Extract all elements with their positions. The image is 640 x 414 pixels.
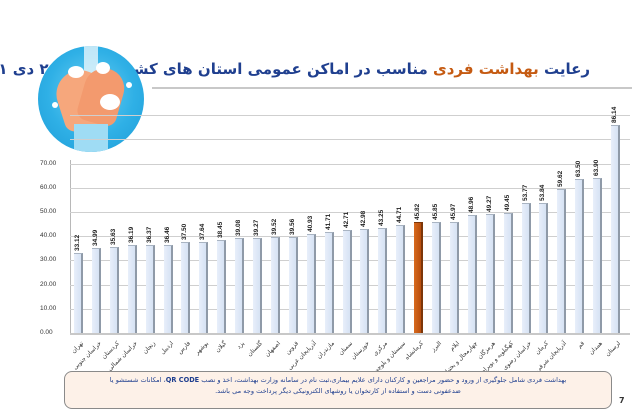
- bar-value-label: 63.90: [593, 160, 601, 177]
- bar-value-label: 45.82: [414, 203, 422, 221]
- bar: [109, 246, 119, 333]
- y-tick-label: 40.00: [40, 232, 57, 240]
- y-tick-label: 50.00: [40, 208, 57, 215]
- bar-value-label: 39.08: [235, 220, 243, 237]
- bar: [521, 202, 531, 333]
- bar-value-label: 63.50: [575, 161, 583, 178]
- bar: [360, 228, 370, 333]
- bar-value-label: 49.45: [503, 195, 511, 212]
- footnote-box: بهداشت فردی شامل جلوگیری از ورود و حضور …: [64, 371, 612, 409]
- bar-value-label: 37.64: [199, 223, 207, 240]
- bar-value-label: 36.46: [163, 226, 171, 243]
- bar: [503, 213, 513, 333]
- bar: [611, 124, 620, 333]
- bar: [449, 221, 459, 333]
- y-tick-label: 0.00: [40, 329, 53, 336]
- bar: [181, 242, 191, 333]
- footnote-line-2: ضدعفونی دست و استفاده از کارتخوان یا روش…: [215, 387, 461, 395]
- bar: [253, 237, 262, 333]
- bar: [145, 244, 155, 333]
- bar: [324, 232, 334, 333]
- bar: [306, 233, 316, 333]
- bar: [74, 252, 83, 333]
- bar-value-label: 37.50: [181, 223, 189, 241]
- bar-value-label: 53.77: [521, 184, 529, 201]
- bar-value-label: 38.45: [217, 221, 225, 238]
- bar: [217, 239, 227, 333]
- bar: [414, 222, 424, 333]
- bar: [539, 202, 549, 333]
- gridline: [70, 163, 630, 165]
- gridline: [70, 187, 630, 189]
- bar-value-label: 39.27: [253, 219, 260, 236]
- bar-value-label: 40.93: [306, 215, 314, 232]
- bar-value-label: 42.71: [342, 211, 350, 228]
- bar-value-label: 53.84: [539, 184, 547, 201]
- bar-value-label: 41.71: [324, 213, 332, 231]
- bar-value-label: 39.52: [270, 219, 278, 236]
- bar: [288, 237, 298, 333]
- bar-value-label: 34.99: [91, 230, 99, 247]
- bar-value-label: 48.96: [467, 196, 475, 213]
- bar: [575, 179, 585, 333]
- bar-value-label: 35.63: [109, 228, 117, 245]
- bar: [270, 237, 280, 333]
- y-tick-label: 20.00: [40, 280, 57, 288]
- y-axis: [70, 160, 71, 334]
- bar-value-label: 36.37: [145, 226, 153, 243]
- bar: [163, 244, 173, 333]
- bar-value-label: 36.19: [127, 227, 135, 244]
- bar-value-label: 59.62: [557, 170, 565, 187]
- bar: [432, 222, 441, 333]
- page-number: 7: [619, 396, 625, 405]
- gridline: [70, 139, 630, 141]
- bar-value-label: 43.25: [378, 210, 386, 227]
- bar-value-label: 42.98: [360, 210, 368, 227]
- bar-value-label: 44.71: [396, 206, 404, 223]
- bar-value-label: 33.12: [74, 234, 81, 251]
- bar-value-label: 45.85: [432, 203, 439, 221]
- y-tick-label: 30.00: [40, 256, 57, 264]
- gridline: [70, 212, 630, 213]
- y-tick-label: 10.00: [40, 304, 57, 312]
- title-highlight: بهداشت فردی: [432, 60, 539, 78]
- bar-value-label: 49.27: [485, 195, 493, 212]
- title-prefix: رعایت: [538, 60, 590, 78]
- bar: [235, 238, 245, 333]
- bar: [199, 241, 209, 333]
- bar: [378, 228, 388, 333]
- x-axis: [70, 333, 630, 335]
- bar: [485, 213, 495, 333]
- title-divider: [152, 87, 632, 89]
- bar: [467, 214, 477, 333]
- bar: [127, 245, 137, 333]
- bar: [557, 188, 567, 333]
- y-tick-label: 60.00: [40, 183, 57, 191]
- gridline: [70, 115, 630, 117]
- bar-value-label: 45.97: [449, 203, 457, 220]
- bar: [396, 224, 406, 333]
- bar: [593, 178, 603, 333]
- bar-value-label: 86.14: [611, 106, 618, 123]
- bar: [342, 229, 352, 333]
- y-tick-label: 70.00: [40, 159, 57, 167]
- handwashing-icon: [38, 46, 144, 152]
- bar-value-label: 39.56: [288, 218, 296, 236]
- bar: [91, 248, 101, 333]
